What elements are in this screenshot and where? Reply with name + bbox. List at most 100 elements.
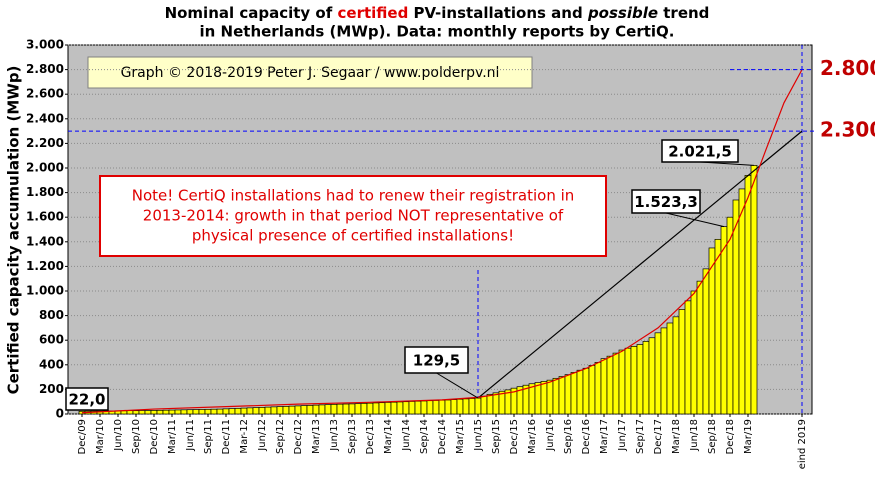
x-tick-label: Sep/10 (131, 419, 142, 454)
data-label: 22,0 (68, 391, 105, 409)
bar (240, 407, 248, 415)
note-line: physical presence of certified installat… (192, 227, 514, 245)
bar (252, 407, 260, 415)
bar (594, 361, 602, 415)
x-tick-label: Sep/13 (347, 419, 358, 454)
x-tick-label: Mar/18 (671, 419, 682, 454)
x-tick-label: Mar/11 (167, 419, 178, 454)
reference-label: 2.300 (820, 118, 875, 142)
bar (288, 405, 296, 415)
bar (750, 165, 758, 415)
bar (636, 344, 644, 415)
x-tick-label: Dec/14 (437, 419, 448, 454)
copyright: Graph © 2018-2019 Peter J. Segaar / www.… (121, 65, 500, 81)
bar (732, 199, 740, 415)
x-tick-label: Dec/10 (149, 419, 160, 454)
trend-line (477, 130, 803, 399)
x-tick-label: Dec/13 (365, 419, 376, 454)
label-box (65, 387, 109, 411)
bar (528, 383, 536, 415)
label-box (631, 189, 701, 214)
bar (612, 352, 620, 415)
x-tick-label: Dec/18 (725, 419, 736, 454)
bar (534, 382, 542, 415)
note-line: 2013-2014: growth in that period NOT rep… (143, 207, 564, 225)
x-tick-label: Mar/14 (383, 419, 394, 454)
bar (624, 347, 632, 415)
bar (246, 407, 254, 415)
x-tick-label: Mar/13 (311, 419, 322, 454)
y-tick-label: 2.600 (26, 87, 64, 101)
x-tick-label: Sep/12 (275, 419, 286, 454)
bar (222, 408, 230, 415)
bar (384, 402, 392, 415)
title-part: PV-installations and (408, 4, 588, 22)
bar (408, 401, 416, 415)
y-axis-label: Certified capacity accumulation (MWp) (5, 66, 23, 395)
x-tick-label: Sep/18 (707, 419, 718, 454)
x-tick-label: Jun/11 (185, 419, 196, 452)
y-tick-label: 1.600 (26, 210, 64, 224)
bar (228, 408, 236, 415)
y-tick-label: 600 (39, 333, 64, 347)
bar (492, 392, 500, 415)
bar (672, 316, 680, 415)
x-tick-label: Jun/17 (617, 419, 628, 452)
bar (714, 238, 722, 415)
trend-line (81, 69, 803, 414)
bar (432, 400, 440, 415)
data-label: 1.523,3 (634, 193, 698, 211)
bar (666, 322, 674, 415)
bar (480, 395, 488, 415)
x-tick-label: Dec/09 (77, 419, 88, 454)
x-tick-label: Jun/15 (473, 419, 484, 452)
data-label: 129,5 (413, 352, 460, 370)
bar (456, 398, 464, 415)
y-tick-label: 1.400 (26, 234, 64, 248)
bar (354, 403, 362, 415)
bar (342, 403, 350, 415)
bar (276, 406, 284, 415)
x-tick-label: Mar-12 (239, 419, 250, 454)
y-tick-label: 2.200 (26, 136, 64, 150)
bar (396, 401, 404, 415)
bar (654, 332, 662, 415)
y-tick-label: 3.000 (26, 38, 64, 52)
x-tick-label: Sep/15 (491, 419, 502, 454)
bar (420, 400, 428, 415)
x-tick-label: Dec/17 (653, 419, 664, 454)
bar (744, 175, 752, 415)
x-tick-label: Sep/16 (563, 419, 574, 454)
bar (162, 409, 170, 415)
bar (132, 410, 140, 415)
y-tick-label: 1.800 (26, 185, 64, 199)
bar (600, 358, 608, 415)
x-tick-label: Dec/12 (293, 419, 304, 454)
bar (192, 409, 200, 415)
bar (540, 381, 548, 415)
bar (210, 408, 218, 415)
reference-label: 2.800 (820, 56, 875, 80)
bar (168, 409, 176, 415)
bar (648, 337, 656, 415)
bar (426, 400, 434, 415)
title-part: possible (587, 4, 658, 22)
bar (324, 404, 332, 415)
y-tick-label: 0 (56, 407, 64, 421)
x-tick-label: Jun/10 (113, 419, 124, 452)
title-part: certified (338, 4, 409, 22)
bar (348, 403, 356, 415)
bar (234, 407, 242, 415)
x-tick-label: Dec/11 (221, 419, 232, 454)
bar (336, 403, 344, 415)
y-tick-label: 2.000 (26, 161, 64, 175)
bar (462, 398, 470, 415)
x-tick-label: Mar/16 (527, 419, 538, 454)
y-tick-label: 2.400 (26, 111, 64, 125)
x-tick-label: Dec/15 (509, 419, 520, 454)
y-tick-label: 1.000 (26, 284, 64, 298)
bar (576, 369, 584, 415)
y-tick-label: 2.800 (26, 62, 64, 76)
